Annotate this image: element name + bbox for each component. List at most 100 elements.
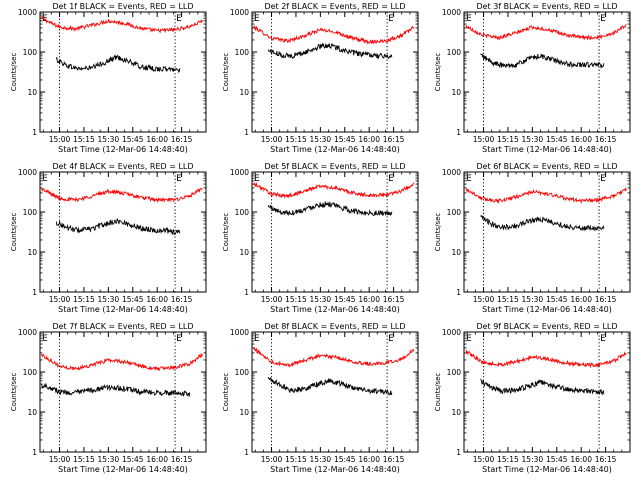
detector-panel: Det 9f BLACK = Events, RED = LLD 1 10 100 10… (434, 322, 631, 474)
x-tick-label: 15:45 (122, 455, 144, 464)
plot-frame (463, 331, 631, 453)
x-tick-label: 15:30 (522, 135, 544, 144)
x-tick-label: 15:15 (497, 455, 519, 464)
y-axis-label: Counts/sec (10, 213, 18, 252)
panel-title: Det 5f BLACK = Events, RED = LLD (264, 162, 405, 171)
x-tick-label: 15:15 (73, 135, 95, 144)
y-tick-label: 10 (451, 408, 461, 417)
y-tick-label: 10 (27, 408, 37, 417)
x-tick-label: 15:00 (261, 295, 283, 304)
x-tick-label: 16:00 (570, 455, 592, 464)
y-tick-label: 1 (244, 128, 249, 137)
x-tick-label: 15:00 (261, 135, 283, 144)
panel-title: Det 9f BLACK = Events, RED = LLD (476, 322, 617, 331)
y-tick-label: 1 (456, 448, 461, 457)
y-tick-label: 10 (451, 248, 461, 257)
plot-frame (39, 171, 207, 293)
flag-label-right: E (388, 174, 394, 184)
series-events-line (267, 376, 393, 397)
x-tick-label: 15:30 (98, 135, 120, 144)
y-tick-label: 1 (32, 288, 37, 297)
x-tick-label: 15:00 (49, 455, 71, 464)
detector-panel: Det 4f BLACK = Events, RED = LLD 1 10 100 10… (10, 162, 207, 314)
series-lld-line (465, 24, 627, 41)
x-tick-label: 15:30 (310, 295, 332, 304)
x-tick-label: 15:45 (122, 295, 144, 304)
x-tick-label: 16:00 (570, 295, 592, 304)
x-tick-label: 15:30 (522, 295, 544, 304)
series-lld-line (253, 24, 415, 45)
panel-title: Det 3f BLACK = Events, RED = LLD (476, 2, 617, 11)
x-tick-label: 15:30 (310, 455, 332, 464)
plot-frame (251, 171, 419, 293)
x-tick-label: 16:00 (358, 295, 380, 304)
flag-label: E (42, 174, 48, 184)
plot-frame (39, 11, 207, 133)
x-tick-label: 16:00 (146, 135, 168, 144)
series-events-line (267, 201, 393, 217)
x-tick-label: 15:45 (334, 135, 356, 144)
x-tick-label: 15:45 (546, 135, 568, 144)
detector-panel: Det 1f BLACK = Events, RED = LLD 1 10 100 10… (10, 2, 207, 154)
y-tick-label: 1 (244, 288, 249, 297)
y-tick-label: 1000 (442, 328, 461, 337)
detector-panel: Det 2f BLACK = Events, RED = LLD 1 10 100 10… (222, 2, 419, 154)
plot-frame (251, 331, 419, 453)
x-tick-label: 15:30 (522, 455, 544, 464)
series-events-line (267, 42, 393, 60)
flag-label-right: E (176, 334, 182, 344)
x-tick-label: 16:15 (383, 135, 405, 144)
x-tick-label: 15:45 (334, 295, 356, 304)
x-tick-label: 15:00 (261, 455, 283, 464)
flag-label-right: E (600, 14, 606, 24)
y-axis-label: Counts/sec (10, 373, 18, 412)
y-tick-label: 100 (23, 48, 38, 57)
flag-label-right: E (176, 14, 182, 24)
flag-label-right: E (388, 14, 394, 24)
x-axis-label: Start Time (12-Mar-06 14:48:40) (270, 465, 400, 474)
y-axis-label: Counts/sec (222, 53, 230, 92)
flag-label: E (254, 174, 260, 184)
panel-title: Det 1f BLACK = Events, RED = LLD (52, 2, 193, 11)
plot-frame (463, 11, 631, 133)
x-tick-label: 16:00 (146, 455, 168, 464)
detector-panel: Det 5f BLACK = Events, RED = LLD 1 10 100 10… (222, 162, 419, 314)
y-tick-label: 10 (239, 88, 249, 97)
y-tick-label: 100 (447, 368, 462, 377)
y-axis-label: Counts/sec (434, 213, 442, 252)
y-tick-label: 100 (447, 48, 462, 57)
y-tick-label: 100 (23, 208, 38, 217)
x-axis-label: Start Time (12-Mar-06 14:48:40) (58, 305, 188, 314)
x-axis-label: Start Time (12-Mar-06 14:48:40) (482, 145, 612, 154)
plot-frame (463, 171, 631, 293)
series-events-line (55, 218, 181, 236)
panel-title: Det 8f BLACK = Events, RED = LLD (264, 322, 405, 331)
x-tick-label: 15:45 (122, 135, 144, 144)
y-tick-label: 1000 (230, 328, 249, 337)
flag-label: E (466, 334, 472, 344)
y-tick-label: 10 (27, 248, 37, 257)
series-lld-line (465, 187, 627, 204)
x-tick-label: 15:30 (98, 455, 120, 464)
series-lld-line (41, 15, 203, 34)
x-tick-label: 15:30 (98, 295, 120, 304)
flag-label: E (466, 14, 472, 24)
panel-title: Det 6f BLACK = Events, RED = LLD (476, 162, 617, 171)
series-events-line (55, 54, 181, 74)
x-tick-label: 15:15 (73, 295, 95, 304)
x-axis-label: Start Time (12-Mar-06 14:48:40) (270, 145, 400, 154)
x-tick-label: 16:15 (171, 455, 193, 464)
y-tick-label: 1000 (18, 168, 37, 177)
x-tick-label: 15:15 (497, 135, 519, 144)
flag-label: E (42, 14, 48, 24)
x-tick-label: 16:00 (358, 455, 380, 464)
panel-title: Det 4f BLACK = Events, RED = LLD (52, 162, 193, 171)
flag-label-right: E (600, 334, 606, 344)
x-tick-label: 16:00 (570, 135, 592, 144)
x-tick-label: 16:15 (383, 295, 405, 304)
x-tick-label: 15:00 (49, 295, 71, 304)
flag-label: E (466, 174, 472, 184)
panel-title: Det 7f BLACK = Events, RED = LLD (52, 322, 193, 331)
y-tick-label: 1 (32, 448, 37, 457)
